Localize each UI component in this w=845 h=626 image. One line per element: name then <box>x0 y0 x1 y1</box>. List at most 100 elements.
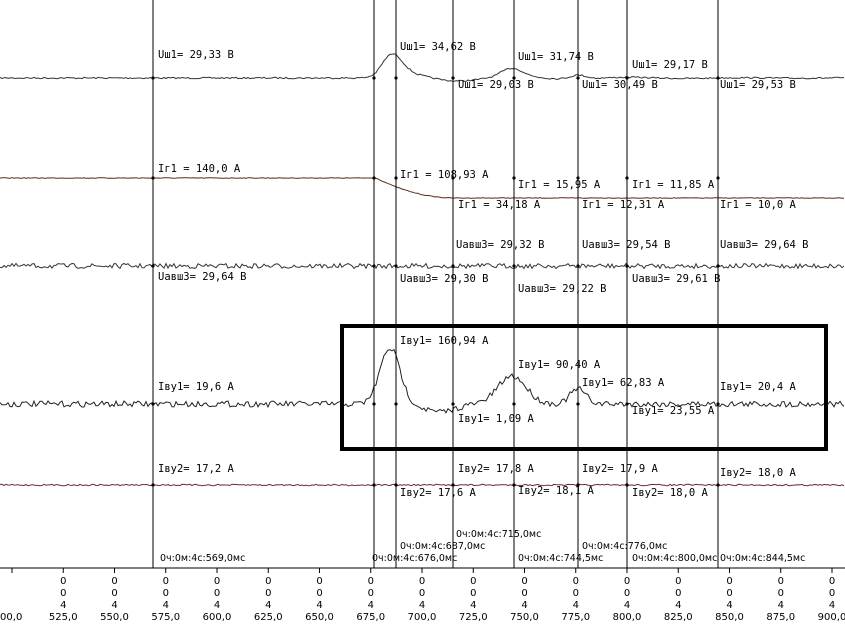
time-label: 0ч:0м:4с:569,0мс <box>160 553 245 564</box>
cursor-dot <box>576 264 580 268</box>
cursor-dot <box>716 402 720 406</box>
cursor-dot <box>576 402 580 406</box>
cursor-value: Iву1= 160,94 А <box>400 335 489 347</box>
tick-prefix: 0 <box>163 576 169 587</box>
cursor-value: Iву2= 17,6 А <box>400 487 477 499</box>
cursor-value: Iг1 = 140,0 А <box>158 163 241 175</box>
tick-prefix: 4 <box>111 600 117 611</box>
cursor-dot <box>394 483 398 487</box>
cursor-dot <box>372 264 376 268</box>
tick-label: 850,0 <box>715 612 744 623</box>
tick-prefix: 4 <box>470 600 476 611</box>
cursor-dot <box>451 402 455 406</box>
cursor-value: Iг1 = 10,0 А <box>720 199 797 211</box>
traces <box>0 53 845 487</box>
cursor-dot <box>394 402 398 406</box>
cursor-value: Iву1= 19,6 А <box>158 381 235 393</box>
cursor-value: Iву2= 17,8 А <box>458 463 535 475</box>
tick-prefix: 4 <box>573 600 579 611</box>
tick-prefix: 4 <box>829 600 835 611</box>
highlight-box <box>340 324 828 451</box>
tick-prefix: 4 <box>60 600 66 611</box>
cursor-dot <box>625 76 629 80</box>
cursor-value: Iг1 = 15,95 А <box>518 179 601 191</box>
cursor-dot <box>151 176 155 180</box>
cursor-dot <box>512 483 516 487</box>
tick-label: 700,0 <box>408 612 437 623</box>
tick-label: 750,0 <box>510 612 539 623</box>
tick-prefix: 0 <box>624 576 630 587</box>
cursor-dot <box>451 483 455 487</box>
cursor-dot <box>394 76 398 80</box>
cursor-dot <box>716 264 720 268</box>
cursor-dot <box>716 76 720 80</box>
tick-label: 725,0 <box>459 612 488 623</box>
cursor-value: Uавш3= 29,22 В <box>518 283 607 295</box>
tick-prefix: 0 <box>470 588 476 599</box>
cursor-value: Uш1= 34,62 В <box>400 41 476 53</box>
tick-prefix: 0 <box>470 576 476 587</box>
tick-prefix: 0 <box>726 588 732 599</box>
tick-prefix: 0 <box>111 588 117 599</box>
cursor-value: Uш1= 29,03 В <box>458 79 534 91</box>
trace <box>0 483 845 487</box>
trace <box>0 348 845 414</box>
tick-prefix: 0 <box>726 576 732 587</box>
tick-prefix: 0 <box>778 588 784 599</box>
tick-prefix: 0 <box>675 588 681 599</box>
tick-label: 525,0 <box>49 612 78 623</box>
cursor-value: Iг1 = 108,93 А <box>400 169 489 181</box>
tick-prefix: 4 <box>726 600 732 611</box>
cursor-value: Uш1= 29,33 В <box>158 49 234 61</box>
tick-prefix: 0 <box>163 588 169 599</box>
labels: Uш1= 29,33 В Uш1= 34,62 В Uш1= 31,74 В Uш1=… <box>0 41 845 623</box>
tick-prefix: 4 <box>214 600 220 611</box>
tick-prefix: 0 <box>778 576 784 587</box>
tick-label: 600,0 <box>203 612 232 623</box>
time-label: 0ч:0м:4с:676,0мс <box>372 553 457 564</box>
tick-prefix: 4 <box>265 600 271 611</box>
cursor-dot <box>372 176 376 180</box>
cursor-dot <box>512 76 516 80</box>
tick-label: 650,0 <box>305 612 334 623</box>
tick-prefix: 0 <box>573 588 579 599</box>
cursor-dot <box>372 402 376 406</box>
cursor-dot <box>625 176 629 180</box>
cursor-value: Uавш3= 29,64 В <box>720 239 809 251</box>
cursor-value: Iву1= 20,4 А <box>720 381 797 393</box>
tick-prefix: 0 <box>265 588 271 599</box>
tick-label: 825,0 <box>664 612 693 623</box>
tick-prefix: 0 <box>60 576 66 587</box>
tick-prefix: 4 <box>419 600 425 611</box>
tick-label: 575,0 <box>151 612 180 623</box>
cursor-value: Uш1= 31,74 В <box>518 51 594 63</box>
cursor-value: Uш1= 30,49 В <box>582 79 658 91</box>
tick-prefix: 0 <box>368 576 374 587</box>
cursor-dot <box>151 483 155 487</box>
cursor-value: Uш1= 29,53 В <box>720 79 796 91</box>
cursor-value: Uавш3= 29,32 В <box>456 239 545 251</box>
tick-prefix: 0 <box>521 576 527 587</box>
cursor-dot <box>372 483 376 487</box>
cursor-value: Iву2= 18,0 А <box>720 467 797 479</box>
cursor-dot <box>151 264 155 268</box>
cursor-dot <box>716 483 720 487</box>
cursor-dot <box>625 483 629 487</box>
trace <box>0 262 845 270</box>
tick-prefix: 4 <box>163 600 169 611</box>
cursors <box>151 0 720 568</box>
tick-prefix: 0 <box>419 576 425 587</box>
cursor-value: Uш1= 29,17 В <box>632 59 708 71</box>
time-label: 0ч:0м:4с:776,0мс <box>582 541 667 552</box>
tick-prefix: 0 <box>265 576 271 587</box>
cursor-value: Iг1 = 11,85 А <box>632 179 715 191</box>
tick-label: 900,0 <box>818 612 845 623</box>
cursor-value: Iг1 = 34,18 А <box>458 199 541 211</box>
tick-prefix: 0 <box>111 576 117 587</box>
cursor-value: Iву2= 17,2 А <box>158 463 235 475</box>
trace <box>0 53 845 82</box>
tick-prefix: 4 <box>778 600 784 611</box>
tick-prefix: 0 <box>316 576 322 587</box>
cursor-value: Uавш3= 29,64 В <box>158 271 247 283</box>
